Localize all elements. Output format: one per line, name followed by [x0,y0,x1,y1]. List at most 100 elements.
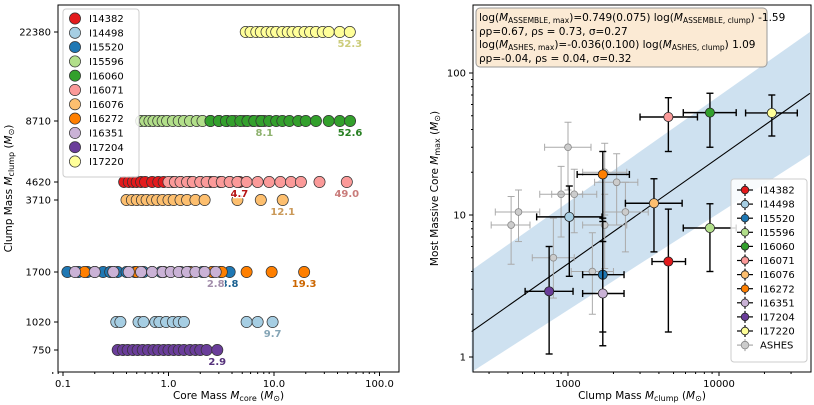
left-max-labels: 4.7 9.7 3.8 8.1 52.6 49.0 12.1 19.3 2.8 2.9 52.3 [206,38,364,369]
axis-label-symbol: M [429,122,441,131]
left-legend-box [62,8,140,178]
left-y-tick-label: 22380 [19,28,51,39]
right-legend-marker-I15596 [740,228,750,237]
left-points [61,26,357,356]
right-point-I17204 [544,286,555,297]
left-x-ticks: 0.1 1.0 10.0 100.0 [52,372,394,390]
left-legend-marker-I14382 [69,12,81,25]
left-legend-marker-I16076 [69,98,81,111]
axis-label-subscript: ⊙ [7,129,16,136]
left-x-axis-label: Core Mass Mcore (M⊙) [173,390,284,403]
stats-symbol: M [499,12,508,24]
right-y-tick-label: 1 [460,353,466,364]
right-point-ASHES [507,221,515,229]
axis-label-symbol: M [429,156,441,165]
right-fit-scatter-band [471,32,810,372]
right-legend-label-ASHES: ASHES [760,341,793,352]
axis-label-subscript: ⊙ [273,394,280,403]
right-legend-label-I16272: I16272 [760,284,795,295]
right-stats-line3: log(MASHES, max)=-0.036(0.100) log(MASHE… [479,39,755,52]
axis-label-symbol: M [645,390,654,402]
axis-label-text: ) [280,390,284,402]
left-max-label-I16060: 52.6 [338,128,363,139]
left-point-I17204 [211,344,224,356]
stats-symbol: M [663,39,672,51]
right-legend-marker-I14382 [740,185,750,195]
axis-label-text: ) [429,111,441,115]
left-legend-marker-I15520 [69,41,81,54]
left-max-label-I14382: 4.7 [231,189,249,200]
left-max-label-I16272: 19.3 [292,279,317,290]
left-point-I17220 [343,26,356,38]
right-legend-marker-I16272 [740,284,750,293]
right-stats-box-bg [475,7,768,68]
left-point-I16071 [251,176,264,188]
axis-label-subscript: max [433,138,442,156]
left-point-I16071 [340,176,353,188]
left-legend-label-I15596: I15596 [89,57,124,68]
axis-label-symbol: M [3,176,15,185]
left-point-I14498 [266,316,279,328]
right-point-I16060 [704,107,715,118]
stats-text: ) 1.09 [725,39,756,51]
right-point-I14382 [663,256,674,267]
right-legend-marker-I16076 [740,270,750,279]
stats-text: ) -1.59 [751,12,786,24]
right-stats-line2: ρp=0.67, ρs = 0.73, σ=0.27 [479,26,628,38]
right-legend-label-I14498: I14498 [760,200,795,211]
right-x-axis-label: Clump Mass Mclump (M⊙) [578,390,706,403]
left-point-I16060 [322,115,335,127]
axis-label-text: Core Mass [173,390,230,402]
left-legend-marker-I16071 [69,84,81,96]
right-point-I16351 [597,288,608,299]
left-legend-label-I14382: I14382 [89,14,124,25]
left-max-label-I16076: 12.1 [270,207,295,218]
left-max-label-I14498: 9.7 [264,329,282,340]
left-legend-label-I16076: I16076 [89,100,124,111]
left-max-label-I16351: 2.8 [207,279,225,290]
right-legend-marker-ASHES [740,340,750,350]
left-y-tick-label: 750 [32,346,51,357]
left-point-I14498 [177,316,190,328]
left-legend-marker-I16351 [69,126,81,139]
right-legend-marker-I17204 [740,312,750,322]
left-legend-marker-I14498 [69,26,81,39]
stats-text: log( [479,39,499,51]
stats-text: log( [479,12,499,24]
right-legend-marker-I16071 [740,256,750,265]
left-point-I16351 [88,266,101,278]
right-stats-box: log(MASSEMBLE, max)=0.749(0.075) log(MAS… [475,7,785,68]
right-stats-line1: log(MASSEMBLE, max)=0.749(0.075) log(MAS… [479,12,785,25]
right-point-ASHES [612,178,621,187]
right-point-I14498 [564,211,575,222]
left-point-I16071 [285,176,297,188]
right-legend-label-I16351: I16351 [760,298,795,309]
right-legend-marker-I14498 [740,199,750,209]
axis-label-subscript: ⊙ [433,115,442,122]
stats-symbol: M [499,39,508,51]
right-point-ASHES [514,208,523,216]
left-x-tick-label: 100.0 [365,379,394,390]
left-y-ticks: 750 1020 1700 3710 4620 8710 22380 [19,28,58,357]
left-point-I16351 [209,266,222,278]
axis-label-text: Clump Mass [578,390,645,402]
right-plot-frame [472,4,812,373]
axis-label-symbol: M [264,390,273,402]
axis-label-symbol: M [3,135,15,144]
stats-symbol: M [674,12,683,24]
left-point-I16071 [274,176,287,188]
stats-subscript: ASSEMBLE, max [508,16,570,25]
right-legend-label-I16071: I16071 [760,256,795,267]
right-legend-marker-I15520 [740,213,750,223]
right-legend: I14382 I14498 I15520 I15596 I16060 I16071 I160… [730,178,808,363]
left-legend-label-I16071: I16071 [89,86,124,97]
right-legend-label-I17220: I17220 [760,327,795,338]
left-panel: 750 1020 1700 3710 4620 8710 22380 0.1 1.0 10.0 1… [3,4,400,403]
left-x-tick-label: 1.0 [161,379,177,390]
left-plot-frame [57,4,400,373]
left-legend-label-I16060: I16060 [89,71,124,82]
right-legend-label-I17204: I17204 [760,313,795,324]
left-x-tick-label: 0.1 [55,379,71,390]
right-point-I16272 [597,169,608,180]
